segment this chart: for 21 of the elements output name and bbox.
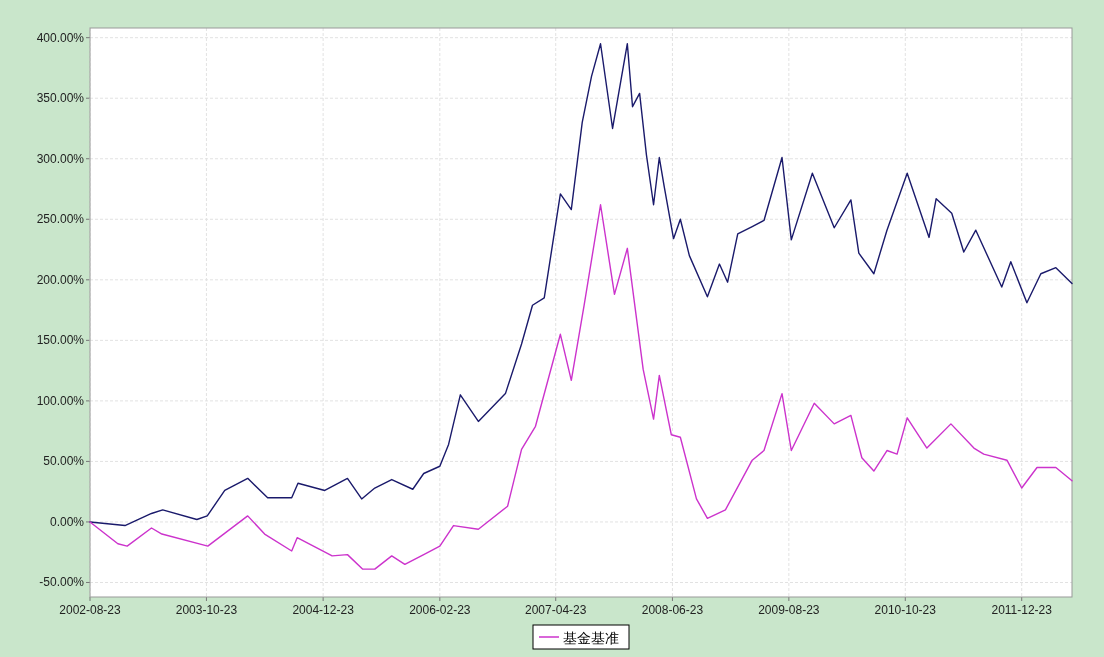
y-tick-label: -50.00% (39, 575, 85, 590)
legend: 基金基准 (532, 624, 630, 650)
y-tick-label: 100.00% (36, 393, 85, 408)
x-tick-label: 2006-02-23 (409, 603, 471, 617)
x-tick-label: 2004-12-23 (292, 603, 355, 617)
x-tick-label: 2008-06-23 (641, 603, 704, 617)
x-tick-label: 2009-08-23 (758, 603, 820, 617)
x-tick-label: 2011-12-23 (991, 603, 1053, 617)
y-tick-label: 300.00% (36, 151, 85, 166)
y-tick-label: 0.00% (49, 514, 85, 529)
x-tick-label: 2003-10-23 (175, 603, 238, 617)
y-tick-label: 350.00% (36, 91, 85, 106)
x-tick-label: 2002-08-23 (59, 603, 122, 617)
y-tick-label: 250.00% (36, 212, 85, 227)
y-tick-label: 150.00% (36, 333, 85, 348)
x-tick-label: 2007-04-23 (525, 603, 587, 617)
y-tick-label: 400.00% (36, 30, 85, 45)
x-tick-label: 2010-10-23 (874, 603, 937, 617)
legend-label: 基金基准 (563, 630, 619, 646)
y-tick-label: 50.00% (43, 454, 85, 469)
y-tick-label: 200.00% (36, 272, 85, 287)
